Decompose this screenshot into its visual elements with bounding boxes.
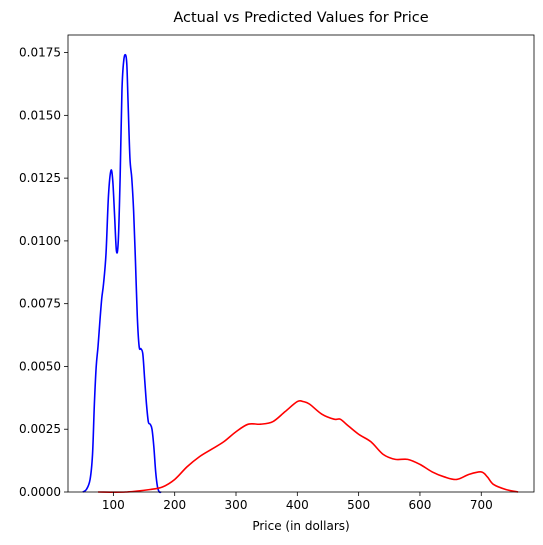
x-tick-label: 300 <box>225 498 248 512</box>
x-tick-label: 700 <box>470 498 493 512</box>
y-tick-label: 0.0000 <box>19 485 61 499</box>
y-tick-label: 0.0175 <box>19 46 61 60</box>
plot-frame <box>67 34 535 493</box>
x-tick-label: 600 <box>408 498 431 512</box>
y-tick-label: 0.0125 <box>19 171 61 185</box>
x-tick-label: 100 <box>102 498 125 512</box>
chart-title: Actual vs Predicted Values for Price <box>173 10 428 26</box>
x-tick-label: 500 <box>347 498 370 512</box>
series-line-1 <box>82 53 162 494</box>
series-line-2 <box>98 399 519 493</box>
x-axis-label: Price (in dollars) <box>252 519 349 533</box>
y-axis-ticks: 0.0000 0.0025 0.0050 0.0075 0.0100 0.0125 0.01… <box>19 46 68 499</box>
x-tick-label: 400 <box>286 498 309 512</box>
series-layer <box>82 53 519 494</box>
y-tick-label: 0.0075 <box>19 297 61 311</box>
y-tick-label: 0.0050 <box>19 359 61 373</box>
y-tick-label: 0.0100 <box>19 234 61 248</box>
y-tick-label: 0.0150 <box>19 108 61 122</box>
y-tick-label: 0.0025 <box>19 422 61 436</box>
x-tick-label: 200 <box>163 498 186 512</box>
x-axis-ticks: 100 200 300 400 500 600 700 <box>102 492 493 512</box>
plot-area <box>68 35 534 492</box>
